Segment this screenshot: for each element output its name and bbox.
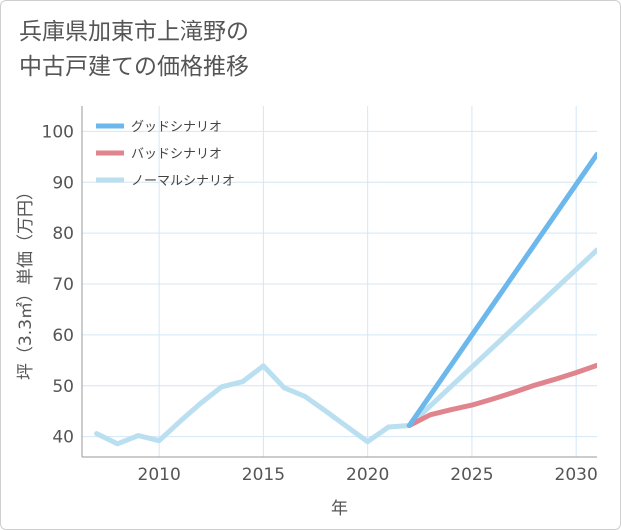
y-tick-label: 100 xyxy=(42,122,74,142)
x-tick-label: 2020 xyxy=(346,465,389,485)
y-tick-label: 50 xyxy=(52,377,74,397)
chart-title: 兵庫県加東市上滝野の 中古戸建ての価格推移 xyxy=(19,19,249,80)
y-axis-title: 坪（3.3㎡）単価（万円） xyxy=(16,183,36,380)
series-line xyxy=(406,362,597,428)
y-tick-label: 70 xyxy=(52,275,74,295)
y-tick-label: 90 xyxy=(52,173,74,193)
series-line xyxy=(94,247,597,447)
x-tick-label: 2015 xyxy=(242,465,285,485)
legend-label: ノーマルシナリオ xyxy=(131,174,235,189)
y-tick-label: 40 xyxy=(52,428,74,448)
legend-label: バッドシナリオ xyxy=(131,147,222,162)
x-axis-title: 年 xyxy=(331,499,348,519)
series-line xyxy=(406,151,597,428)
y-tick-label: 80 xyxy=(52,224,74,244)
legend-label: グッドシナリオ xyxy=(131,120,222,135)
x-tick-label: 2025 xyxy=(450,465,493,485)
x-tick-label: 2010 xyxy=(138,465,181,485)
x-tick-label: 2030 xyxy=(555,465,598,485)
y-tick-label: 60 xyxy=(52,326,74,346)
